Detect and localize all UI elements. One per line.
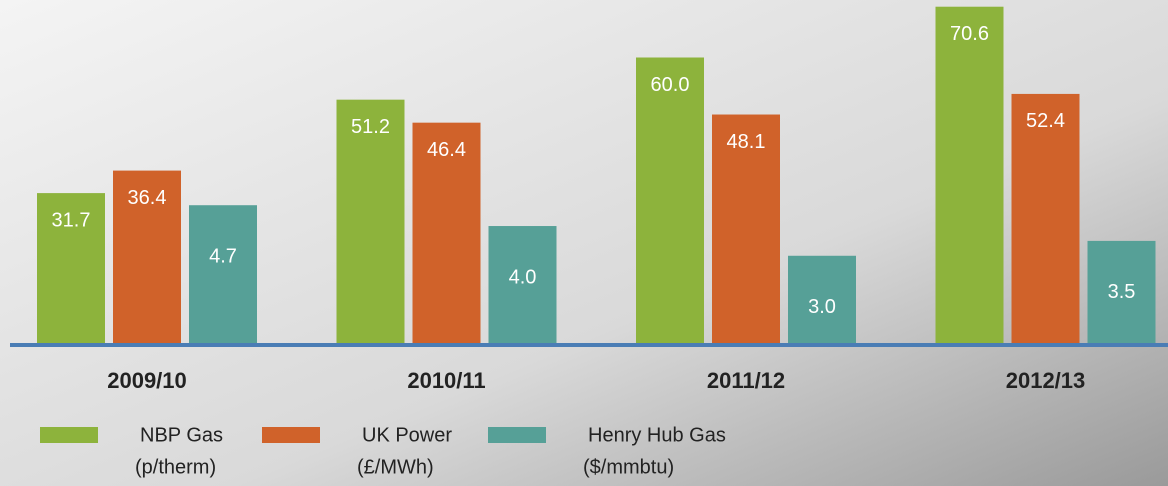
legend-unit: ($/mmbtu) [583, 456, 674, 478]
value-label: 60.0 [651, 74, 690, 96]
x-tick-label: 2010/11 [407, 368, 485, 393]
bar [189, 205, 257, 345]
legend-unit: (p/therm) [135, 456, 216, 478]
legend-label: UK Power [362, 424, 452, 446]
x-tick-label: 2009/10 [107, 368, 187, 393]
legend-swatch [488, 427, 546, 443]
value-label: 4.7 [209, 245, 237, 267]
bar [636, 58, 704, 346]
value-label: 51.2 [351, 116, 390, 138]
chart: 31.7 36.4 4.7 2009/10 51.2 46.4 4.0 2010/11 60.0… [0, 0, 1168, 486]
legend-label: NBP Gas [140, 424, 223, 446]
legend-swatch [40, 427, 98, 443]
value-label: 31.7 [52, 209, 91, 231]
x-tick-label: 2011/12 [707, 368, 785, 393]
legend-label: Henry Hub Gas [588, 424, 726, 446]
x-tick-label: 2012/13 [1006, 368, 1086, 393]
value-label: 52.4 [1026, 110, 1065, 132]
legend-unit: (£/MWh) [357, 456, 434, 478]
value-label: 3.0 [808, 296, 836, 318]
legend-swatch [262, 427, 320, 443]
value-label: 46.4 [427, 139, 466, 161]
bar [936, 7, 1004, 345]
value-label: 4.0 [509, 266, 537, 288]
value-label: 3.5 [1108, 281, 1136, 303]
value-label: 48.1 [727, 131, 766, 153]
value-label: 36.4 [128, 187, 167, 209]
value-label: 70.6 [950, 23, 989, 45]
